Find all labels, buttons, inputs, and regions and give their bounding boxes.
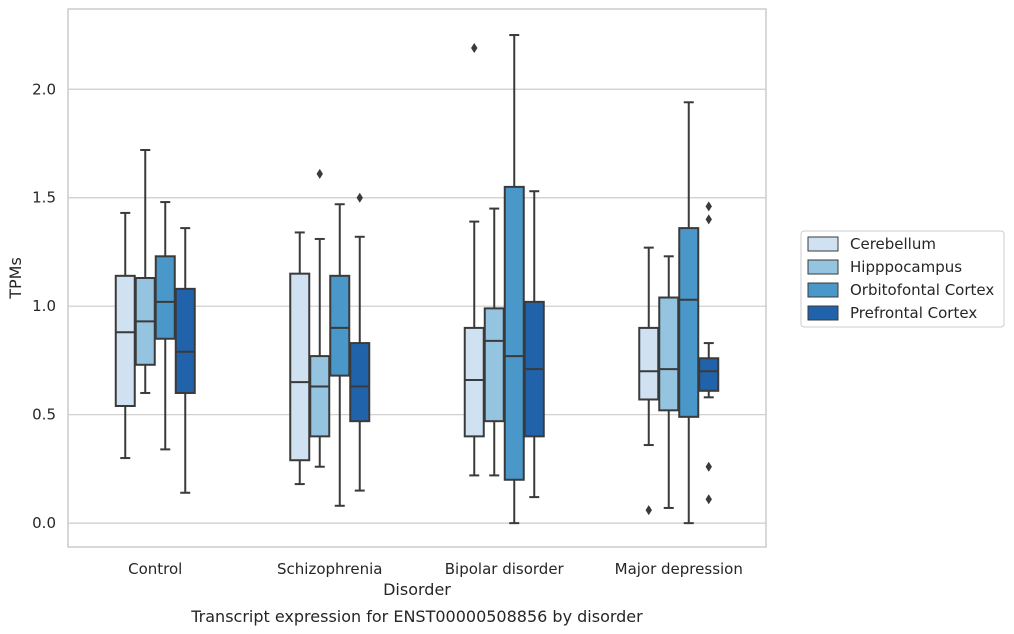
outlier-point	[705, 494, 712, 505]
outlier-point	[705, 461, 712, 472]
box-hipppocampus	[134, 149, 156, 394]
y-tick-label: 1.0	[32, 297, 56, 315]
box-cerebellum	[638, 246, 660, 516]
outlier-point	[705, 201, 712, 212]
legend-swatch	[807, 282, 839, 298]
box-body	[678, 227, 700, 418]
box-body	[503, 185, 525, 481]
y-tick-label: 2.0	[32, 80, 56, 98]
box-body	[349, 342, 371, 423]
box-body	[483, 307, 505, 423]
legend-label: Cerebellum	[850, 235, 936, 253]
plot-frame	[67, 8, 767, 548]
box-prefrontal-cortex	[174, 227, 196, 494]
outlier-point	[356, 192, 363, 203]
y-axis: 0.0 0.5 1.0 1.5 2.0	[32, 80, 56, 532]
box-hipppocampus	[309, 168, 331, 468]
box-body	[289, 272, 311, 462]
box-prefrontal-cortex	[698, 201, 720, 505]
legend-label: Hipppocampus	[850, 258, 962, 276]
x-tick-label: Schizophrenia	[277, 560, 382, 578]
outlier-point	[471, 43, 478, 54]
legend: Cerebellum Hipppocampus Orbitofontal Corte…	[800, 230, 1005, 328]
box-cerebellum	[114, 211, 136, 460]
legend-swatch	[807, 236, 839, 252]
box-body	[154, 255, 176, 340]
outlier-point	[705, 214, 712, 225]
x-axis-label: Disorder	[383, 580, 451, 599]
legend-frame	[800, 230, 1005, 328]
chart-caption: Transcript expression for ENST0000050885…	[190, 607, 643, 626]
box-prefrontal-cortex	[349, 192, 371, 492]
box-cerebellum	[463, 43, 485, 477]
box-cerebellum	[289, 231, 311, 486]
y-tick-label: 0.0	[32, 514, 56, 532]
box-body	[698, 357, 720, 392]
x-tick-label: Control	[128, 560, 182, 578]
box-orbitofontal-cortex	[503, 34, 525, 525]
y-axis-label: TPMs	[6, 257, 25, 300]
x-tick-label: Major depression	[615, 560, 743, 578]
outlier-point	[316, 168, 323, 179]
outlier-point	[645, 505, 652, 516]
box-body	[309, 355, 331, 438]
box-body	[174, 287, 196, 394]
box-body	[463, 326, 485, 438]
box-orbitofontal-cortex	[678, 101, 700, 525]
legend-label: Prefrontal Cortex	[850, 304, 977, 322]
plot-area	[114, 34, 720, 525]
box-body	[114, 274, 136, 407]
box-body	[638, 326, 660, 401]
y-tick-label: 1.5	[32, 189, 56, 207]
box-orbitofontal-cortex	[154, 201, 176, 451]
legend-swatch	[807, 259, 839, 275]
legend-swatch	[807, 305, 839, 321]
box-prefrontal-cortex	[523, 190, 545, 499]
y-tick-label: 0.5	[32, 406, 56, 424]
box-hipppocampus	[658, 255, 680, 509]
legend-label: Orbitofontal Cortex	[850, 281, 994, 299]
box-body	[658, 296, 680, 412]
box-orbitofontal-cortex	[329, 203, 351, 507]
x-tick-label: Bipolar disorder	[445, 560, 565, 578]
box-hipppocampus	[483, 207, 505, 477]
box-body	[329, 274, 351, 377]
x-axis: Control Schizophrenia Bipolar disorder Majo…	[128, 560, 743, 578]
